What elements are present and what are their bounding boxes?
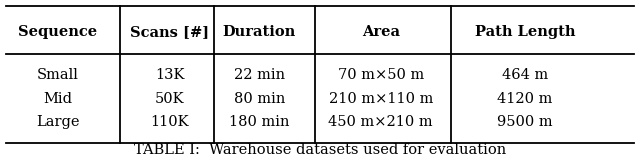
Text: Mid: Mid [43,92,72,106]
Text: 210 m×110 m: 210 m×110 m [328,92,433,106]
Text: 22 min: 22 min [234,68,285,82]
Text: Sequence: Sequence [18,25,97,39]
Text: Scans [#]: Scans [#] [130,25,209,39]
Text: Path Length: Path Length [474,25,575,39]
Text: 110K: 110K [150,115,189,129]
Text: TABLE I:  Warehouse datasets used for evaluation: TABLE I: Warehouse datasets used for eva… [134,143,506,157]
Text: 464 m: 464 m [502,68,548,82]
Text: 4120 m: 4120 m [497,92,552,106]
Text: 50K: 50K [155,92,184,106]
Text: Large: Large [36,115,79,129]
Text: 70 m×50 m: 70 m×50 m [338,68,424,82]
Text: 13K: 13K [155,68,184,82]
Text: 450 m×210 m: 450 m×210 m [328,115,433,129]
Text: 180 min: 180 min [229,115,289,129]
Text: Area: Area [362,25,400,39]
Text: Small: Small [36,68,79,82]
Text: 9500 m: 9500 m [497,115,552,129]
Text: Duration: Duration [223,25,296,39]
Text: 80 min: 80 min [234,92,285,106]
